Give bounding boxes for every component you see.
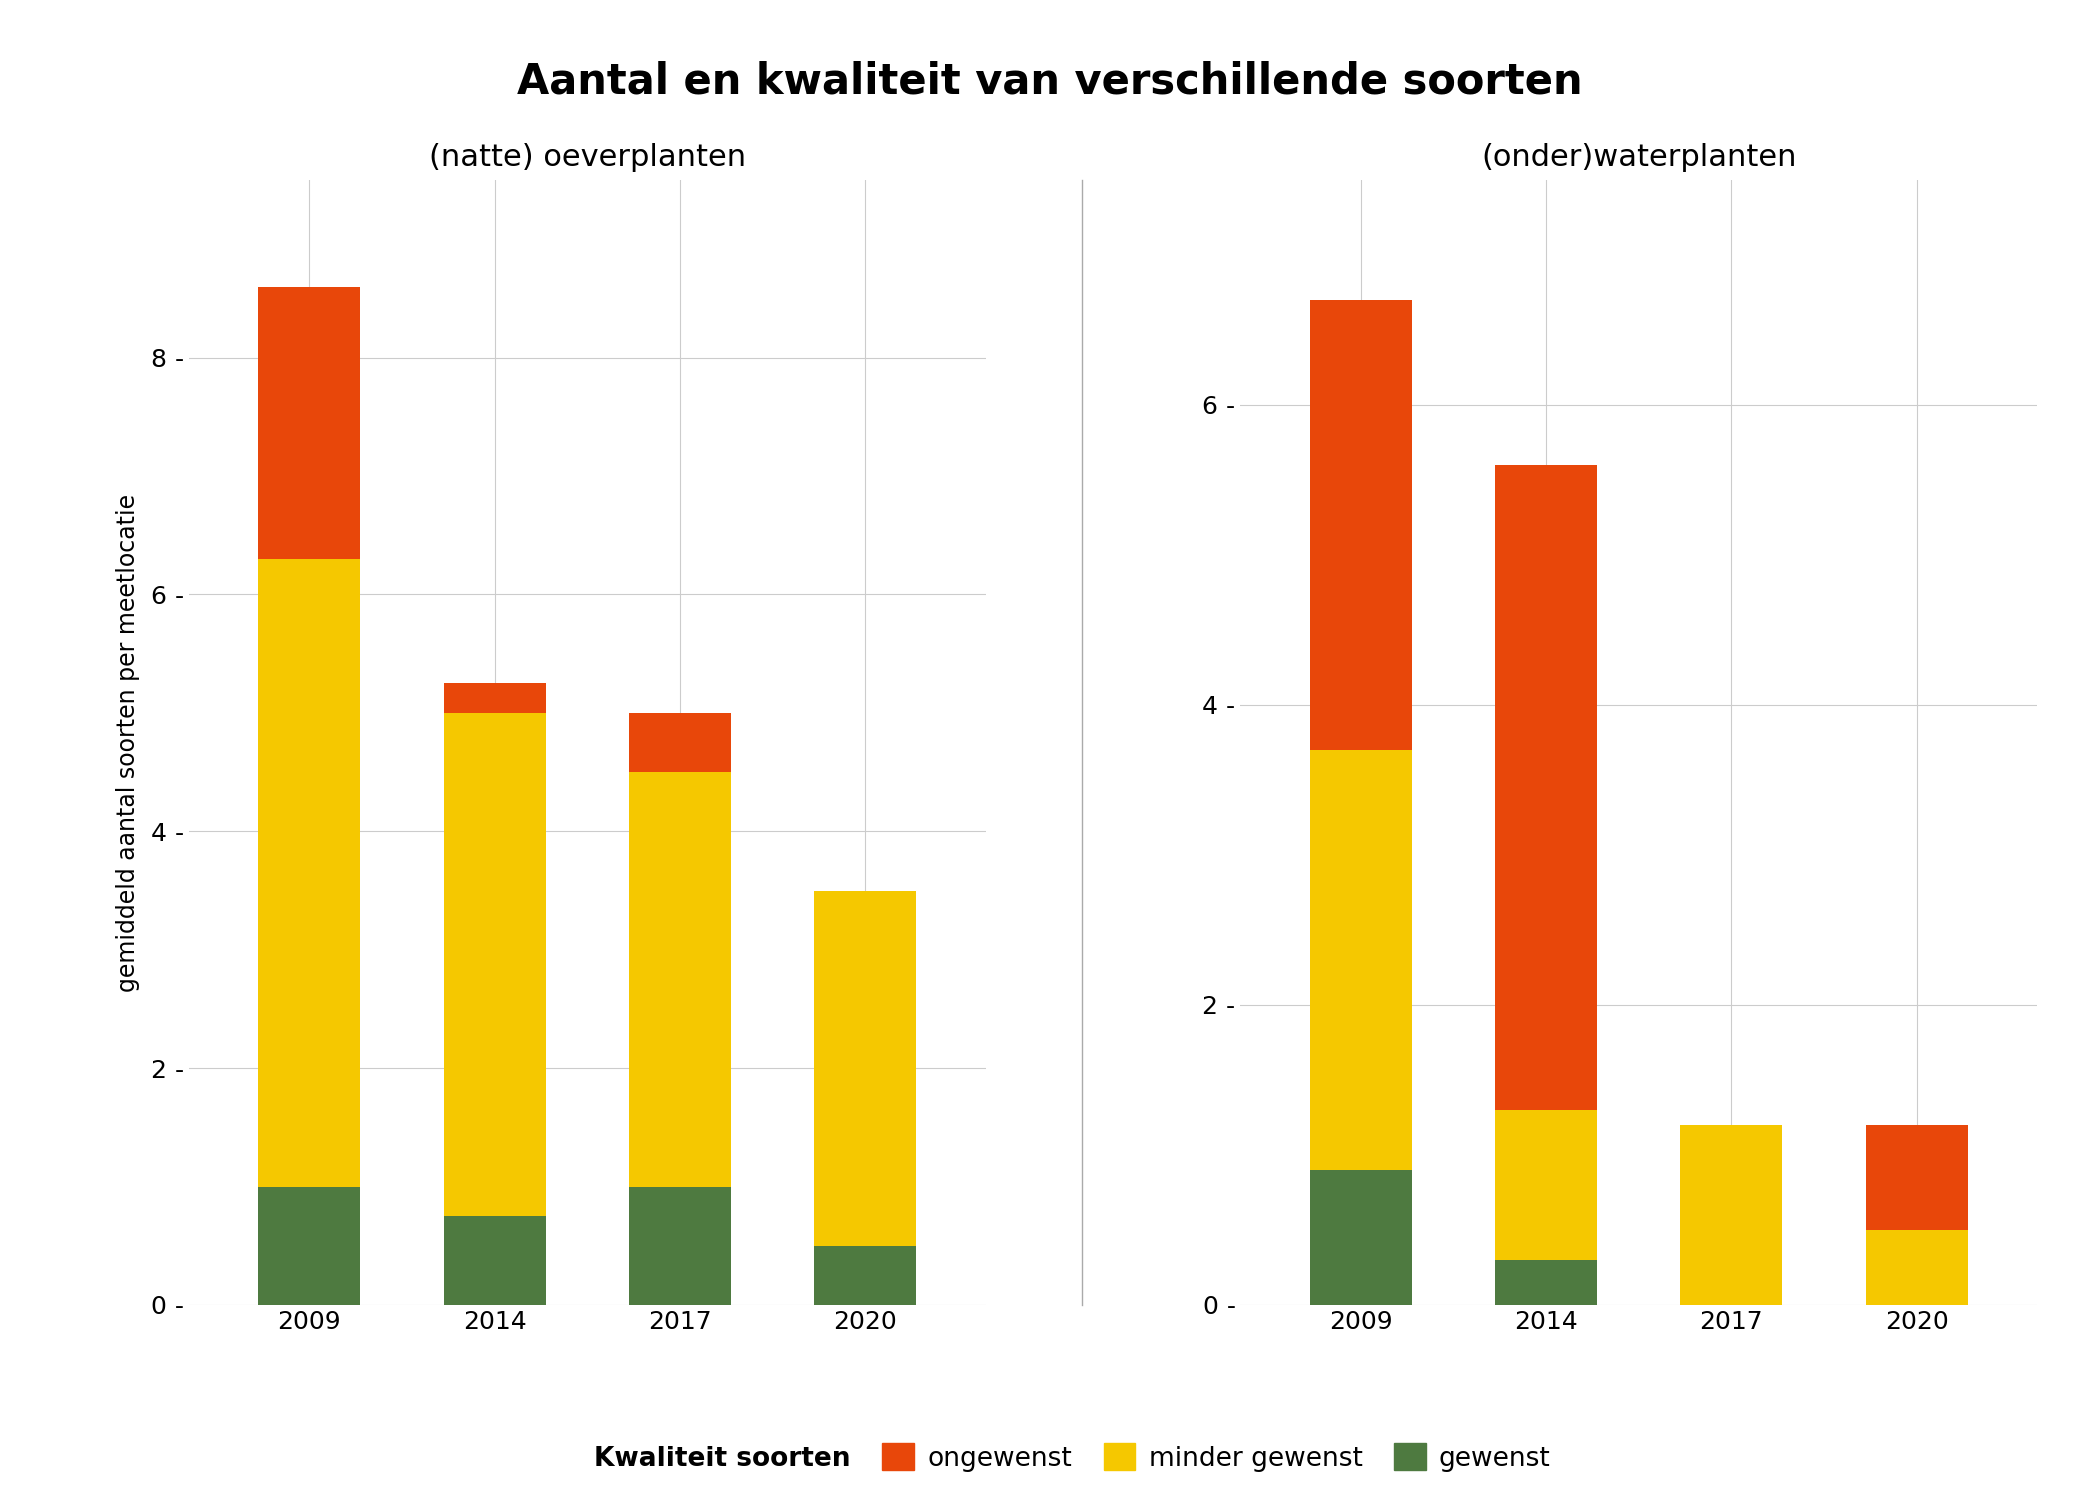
Bar — [1865, 1230, 1968, 1305]
Bar — [815, 1246, 916, 1305]
Bar — [1495, 1110, 1596, 1260]
Bar — [258, 1186, 361, 1305]
Bar — [1865, 1125, 1968, 1230]
Bar — [443, 684, 546, 712]
Bar — [443, 712, 546, 1216]
Bar — [1310, 750, 1411, 1170]
Bar — [1495, 1260, 1596, 1305]
Y-axis label: gemiddeld aantal soorten per meetlocatie: gemiddeld aantal soorten per meetlocatie — [116, 494, 141, 992]
Bar — [1495, 465, 1596, 1110]
Bar — [258, 286, 361, 560]
Bar — [815, 891, 916, 1246]
Title: (natte) oeverplanten: (natte) oeverplanten — [428, 142, 746, 172]
Bar — [630, 772, 731, 1186]
Bar — [1680, 1125, 1783, 1305]
Legend: Kwaliteit soorten, ongewenst, minder gewenst, gewenst: Kwaliteit soorten, ongewenst, minder gew… — [550, 1443, 1550, 1472]
Bar — [630, 1186, 731, 1305]
Bar — [630, 712, 731, 772]
Bar — [443, 1216, 546, 1305]
Text: Aantal en kwaliteit van verschillende soorten: Aantal en kwaliteit van verschillende so… — [517, 60, 1583, 102]
Bar — [1310, 1170, 1411, 1305]
Bar — [1310, 300, 1411, 750]
Title: (onder)waterplanten: (onder)waterplanten — [1480, 142, 1796, 172]
Bar — [258, 560, 361, 1186]
